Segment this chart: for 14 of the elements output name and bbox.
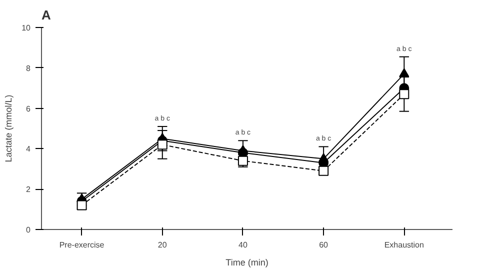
x-tick-label: Exhaustion — [384, 240, 424, 250]
x-tick-label: Pre-exercise — [59, 240, 105, 250]
x-tick-label: 60 — [319, 240, 329, 250]
y-tick-label: 6 — [26, 104, 32, 114]
y-tick-label: 10 — [22, 24, 32, 32]
x-tick-label: 20 — [158, 240, 168, 250]
chart-title: A — [42, 8, 52, 22]
y-tick-label: 0 — [26, 226, 32, 234]
x-tick-label: 40 — [238, 240, 248, 250]
y-axis-title: Lactate (mmol/L) — [4, 94, 14, 162]
y-tick-label: 8 — [26, 64, 32, 73]
y-tick-label: 4 — [26, 144, 32, 154]
x-axis-title: Time (min) — [226, 258, 268, 268]
y-tick-label: 2 — [26, 185, 32, 194]
